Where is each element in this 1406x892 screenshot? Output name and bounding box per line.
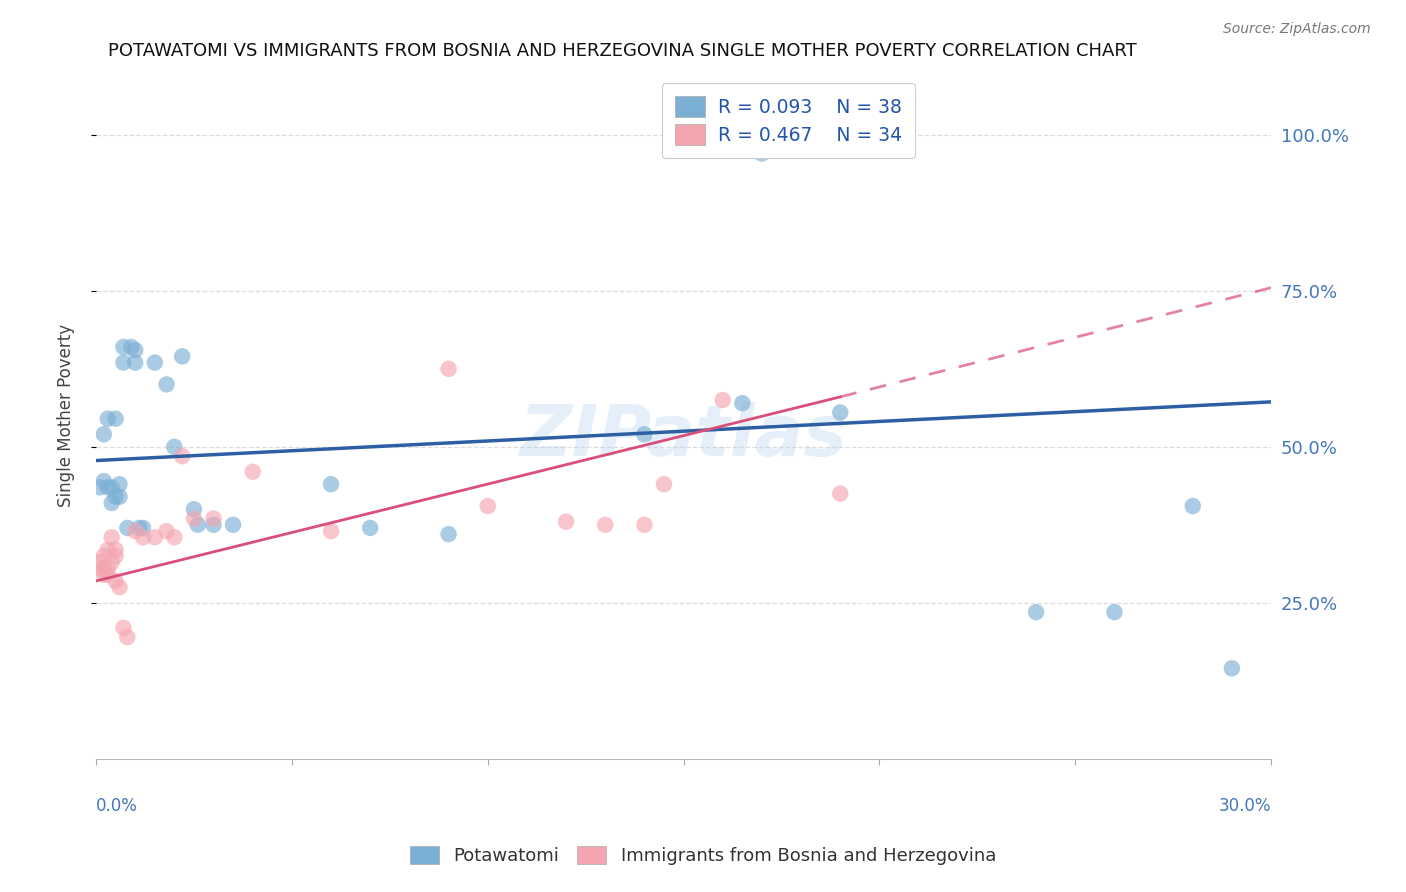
Point — [633, 517, 655, 532]
Point — [120, 340, 142, 354]
Point — [97, 411, 120, 425]
Point — [1181, 499, 1204, 513]
Point — [132, 521, 155, 535]
Point — [117, 630, 139, 644]
Point — [359, 521, 381, 535]
Point — [593, 517, 616, 532]
Point — [477, 499, 499, 513]
Point — [202, 511, 225, 525]
Point — [437, 361, 460, 376]
Point — [124, 343, 146, 357]
Point — [172, 349, 194, 363]
Point — [112, 355, 135, 369]
Point — [112, 621, 135, 635]
Point — [104, 411, 127, 425]
Point — [100, 530, 122, 544]
Point — [104, 542, 127, 557]
Point — [93, 561, 115, 575]
Point — [104, 490, 127, 504]
Point — [93, 474, 115, 488]
Point — [1220, 661, 1243, 675]
Point — [97, 542, 120, 557]
Point — [731, 396, 754, 410]
Point — [97, 561, 120, 575]
Point — [143, 355, 166, 369]
Point — [183, 502, 205, 516]
Text: 30.0%: 30.0% — [1219, 797, 1271, 814]
Point — [163, 440, 186, 454]
Point — [108, 477, 131, 491]
Point — [89, 561, 111, 575]
Point — [1025, 605, 1047, 619]
Point — [128, 521, 150, 535]
Point — [97, 480, 120, 494]
Text: POTAWATOMI VS IMMIGRANTS FROM BOSNIA AND HERZEGOVINA SINGLE MOTHER POVERTY CORRE: POTAWATOMI VS IMMIGRANTS FROM BOSNIA AND… — [108, 42, 1136, 60]
Point — [155, 377, 177, 392]
Point — [172, 449, 194, 463]
Point — [711, 392, 734, 407]
Point — [104, 574, 127, 588]
Point — [93, 567, 115, 582]
Point — [183, 511, 205, 525]
Point — [222, 517, 245, 532]
Point — [93, 549, 115, 563]
Point — [108, 580, 131, 594]
Text: Source: ZipAtlas.com: Source: ZipAtlas.com — [1223, 22, 1371, 37]
Point — [97, 567, 120, 582]
Point — [100, 496, 122, 510]
Point — [143, 530, 166, 544]
Point — [155, 524, 177, 538]
Point — [202, 517, 225, 532]
Legend: R = 0.093    N = 38, R = 0.467    N = 34: R = 0.093 N = 38, R = 0.467 N = 34 — [662, 83, 915, 158]
Point — [830, 486, 852, 500]
Point — [319, 524, 342, 538]
Point — [117, 521, 139, 535]
Point — [89, 555, 111, 569]
Point — [652, 477, 675, 491]
Point — [100, 555, 122, 569]
Point — [242, 465, 264, 479]
Point — [124, 355, 146, 369]
Point — [830, 405, 852, 419]
Point — [104, 549, 127, 563]
Point — [124, 524, 146, 538]
Point — [555, 515, 578, 529]
Point — [89, 480, 111, 494]
Y-axis label: Single Mother Poverty: Single Mother Poverty — [58, 324, 75, 508]
Point — [1104, 605, 1126, 619]
Point — [108, 490, 131, 504]
Point — [187, 517, 209, 532]
Point — [437, 527, 460, 541]
Point — [751, 146, 773, 161]
Point — [100, 480, 122, 494]
Point — [93, 427, 115, 442]
Text: 0.0%: 0.0% — [96, 797, 138, 814]
Point — [319, 477, 342, 491]
Point — [112, 340, 135, 354]
Point — [633, 427, 655, 442]
Point — [163, 530, 186, 544]
Point — [132, 530, 155, 544]
Legend: Potawatomi, Immigrants from Bosnia and Herzegovina: Potawatomi, Immigrants from Bosnia and H… — [402, 838, 1004, 872]
Text: ZIPatlas: ZIPatlas — [520, 401, 848, 471]
